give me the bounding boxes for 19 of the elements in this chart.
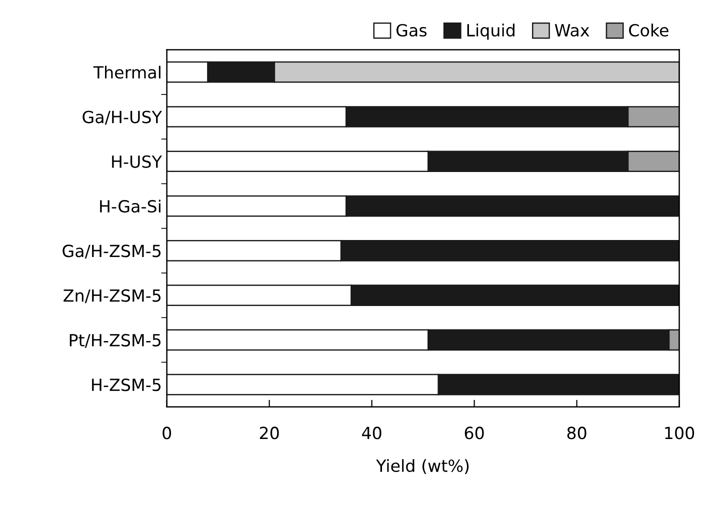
x-tick-label: 20: [260, 426, 279, 440]
legend-label: Gas: [396, 24, 427, 37]
x-tick-label: 80: [567, 426, 586, 440]
legend-label: Coke: [629, 24, 668, 37]
y-tick-label: H-ZSM-5: [92, 378, 161, 392]
y-tick-label: H-USY: [112, 155, 162, 168]
y-tick-label: Ga/H-ZSM-5: [62, 244, 161, 259]
y-tick-label: Thermal: [93, 66, 160, 79]
legend-label: Wax: [554, 24, 590, 37]
x-axis-title: Yield (wt%): [376, 459, 469, 474]
x-tick-label: 0: [162, 426, 172, 440]
x-tick-label: 40: [362, 426, 382, 440]
y-tick-label: Pt/H-ZSM-5: [70, 334, 161, 348]
x-tick-label: 60: [464, 426, 484, 440]
y-tick-label: Ga/H-USY: [82, 110, 162, 125]
y-tick-label: H-Ga-Si: [100, 200, 160, 213]
y-tick-label: Zn/H-ZSM-5: [64, 289, 161, 304]
x-tick-label: 100: [665, 426, 694, 440]
legend-label: Liquid: [467, 24, 514, 40]
